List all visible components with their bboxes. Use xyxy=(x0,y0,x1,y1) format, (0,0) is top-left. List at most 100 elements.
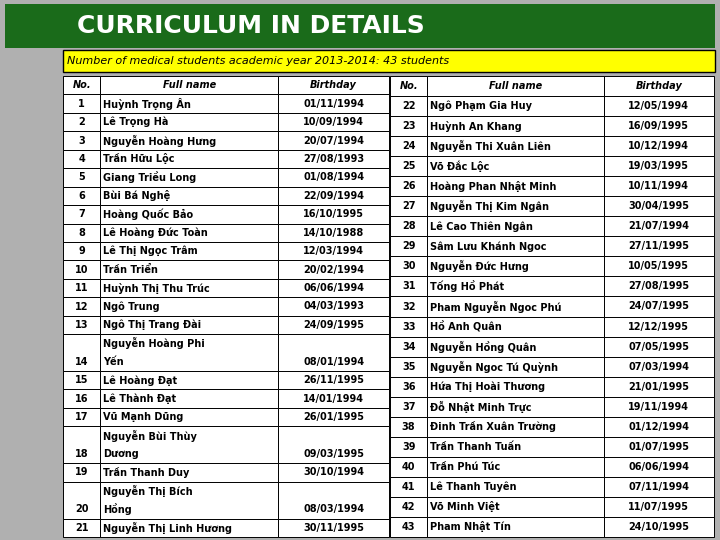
Bar xyxy=(390,96,427,116)
Text: Nguyễn Thị Linh Hương: Nguyễn Thị Linh Hương xyxy=(104,522,233,534)
Text: Đỗ Nhật Minh Trực: Đỗ Nhật Minh Trực xyxy=(431,401,532,413)
Text: 30/10/1994: 30/10/1994 xyxy=(303,468,364,477)
Text: 01/12/1994: 01/12/1994 xyxy=(629,422,690,432)
Text: Huỳnh Trọng Ân: Huỳnh Trọng Ân xyxy=(104,98,192,110)
Text: Hoàng Phan Nhật Minh: Hoàng Phan Nhật Minh xyxy=(431,181,557,192)
Bar xyxy=(278,463,389,482)
Bar xyxy=(427,96,604,116)
Text: Nguyễn Thi Xuân Liên: Nguyễn Thi Xuân Liên xyxy=(431,140,551,152)
Bar xyxy=(278,94,389,113)
Text: 06/06/1994: 06/06/1994 xyxy=(629,462,690,472)
Text: 12/05/1994: 12/05/1994 xyxy=(629,101,690,111)
Text: 13: 13 xyxy=(75,320,89,330)
Bar xyxy=(604,356,714,377)
Bar xyxy=(63,242,101,260)
Bar xyxy=(63,50,715,72)
Text: 04/03/1993: 04/03/1993 xyxy=(303,301,364,312)
Text: Đinh Trần Xuân Trường: Đinh Trần Xuân Trường xyxy=(431,421,557,432)
Text: Number of medical students academic year 2013-2014: 43 students: Number of medical students academic year… xyxy=(67,56,449,66)
Bar xyxy=(390,296,427,316)
Text: 9: 9 xyxy=(78,246,85,256)
Text: Hoàng Quốc Bảo: Hoàng Quốc Bảo xyxy=(104,208,194,220)
Bar xyxy=(278,298,389,316)
Text: Nguyễn Ngoc Tú Quỳnh: Nguyễn Ngoc Tú Quỳnh xyxy=(431,361,558,373)
Bar xyxy=(390,377,427,397)
Bar xyxy=(427,437,604,457)
Bar xyxy=(427,477,604,497)
Text: 08/03/1994: 08/03/1994 xyxy=(303,504,364,514)
Bar xyxy=(63,371,101,389)
Text: Lê Cao Thiên Ngân: Lê Cao Thiên Ngân xyxy=(431,221,533,232)
Bar xyxy=(63,131,101,150)
Bar xyxy=(63,408,101,427)
Bar xyxy=(390,316,427,336)
Text: 21/01/1995: 21/01/1995 xyxy=(629,382,690,392)
Bar xyxy=(63,279,101,298)
Bar xyxy=(390,237,427,256)
Bar xyxy=(390,417,427,437)
Bar xyxy=(101,298,278,316)
Bar xyxy=(278,168,389,187)
Bar xyxy=(101,205,278,224)
Text: 11/07/1995: 11/07/1995 xyxy=(629,502,690,512)
Bar xyxy=(604,116,714,136)
Bar xyxy=(390,156,427,176)
Text: 6: 6 xyxy=(78,191,85,201)
Text: Birthday: Birthday xyxy=(310,80,357,90)
Bar xyxy=(427,336,604,356)
Text: Võ Đắc Lộc: Võ Đắc Lộc xyxy=(431,160,490,172)
Text: 24/07/1995: 24/07/1995 xyxy=(629,301,690,312)
Bar xyxy=(278,150,389,168)
Text: Sâm Lưu Khánh Ngoc: Sâm Lưu Khánh Ngoc xyxy=(431,241,546,252)
Text: 39: 39 xyxy=(402,442,415,452)
Text: Hứa Thị Hoài Thương: Hứa Thị Hoài Thương xyxy=(431,381,545,392)
Text: 2: 2 xyxy=(78,117,85,127)
Text: Trần Hữu Lộc: Trần Hữu Lộc xyxy=(104,153,175,165)
Text: 10: 10 xyxy=(75,265,89,275)
Text: 12/12/1995: 12/12/1995 xyxy=(629,321,690,332)
Bar xyxy=(101,408,278,427)
Text: Trần Phú Túc: Trần Phú Túc xyxy=(431,462,500,472)
Bar xyxy=(101,316,278,334)
Text: 4: 4 xyxy=(78,154,85,164)
Text: Ngô Trung: Ngô Trung xyxy=(104,301,160,312)
Bar xyxy=(5,4,715,48)
Text: Dương: Dương xyxy=(104,449,139,459)
Bar xyxy=(604,316,714,336)
Bar xyxy=(604,76,714,96)
Bar xyxy=(101,168,278,187)
Bar xyxy=(63,113,101,131)
Bar xyxy=(63,334,101,371)
Text: Hồ Anh Quân: Hồ Anh Quân xyxy=(431,321,502,332)
Text: 30: 30 xyxy=(402,261,415,272)
Bar xyxy=(101,389,278,408)
Text: Nguyễn Hồng Quân: Nguyễn Hồng Quân xyxy=(431,341,536,353)
Bar xyxy=(101,371,278,389)
Text: Ngô Thị Trang Đài: Ngô Thị Trang Đài xyxy=(104,320,202,330)
Text: 33: 33 xyxy=(402,321,415,332)
Text: 26/11/1995: 26/11/1995 xyxy=(303,375,364,385)
Bar xyxy=(278,205,389,224)
Bar xyxy=(63,224,101,242)
Bar xyxy=(101,131,278,150)
Text: 27: 27 xyxy=(402,201,415,211)
Bar xyxy=(63,463,101,482)
Bar xyxy=(604,276,714,296)
Bar xyxy=(63,482,101,518)
Bar xyxy=(278,113,389,131)
Bar xyxy=(427,196,604,217)
Bar xyxy=(63,168,101,187)
Bar xyxy=(604,196,714,217)
Bar xyxy=(427,377,604,397)
Text: Trần Thanh Tuấn: Trần Thanh Tuấn xyxy=(431,442,521,452)
Text: 01/11/1994: 01/11/1994 xyxy=(303,99,364,109)
Text: Full name: Full name xyxy=(163,80,216,90)
Bar xyxy=(427,136,604,156)
Text: Vũ Mạnh Dũng: Vũ Mạnh Dũng xyxy=(104,412,184,422)
Text: 21/07/1994: 21/07/1994 xyxy=(629,221,690,231)
Bar xyxy=(604,96,714,116)
Bar xyxy=(278,279,389,298)
Text: Hồng: Hồng xyxy=(104,503,132,515)
Text: Full name: Full name xyxy=(489,81,542,91)
Text: Giang Triều Long: Giang Triều Long xyxy=(104,172,197,184)
